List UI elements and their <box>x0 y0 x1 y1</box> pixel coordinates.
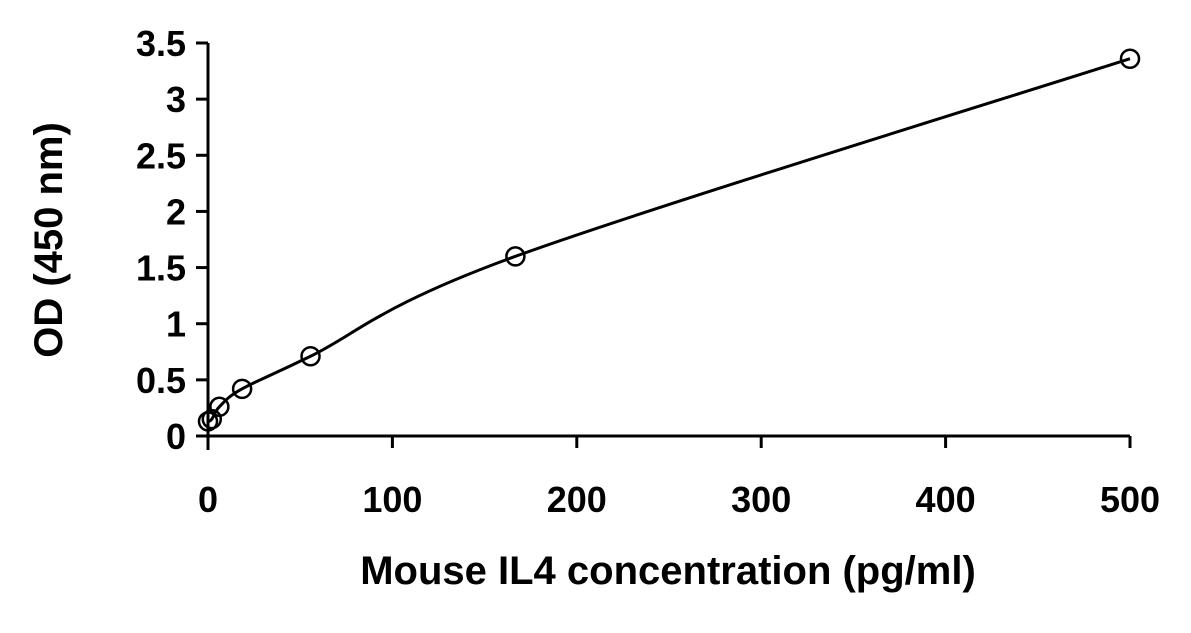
data-point <box>300 346 321 367</box>
x-tick-label: 300 <box>731 479 791 520</box>
y-tick-labels: 0 0.5 1 1.5 2 2.5 3 3.5 <box>136 23 186 457</box>
y-tick-label: 2 <box>166 191 186 232</box>
x-tick-label: 200 <box>547 479 607 520</box>
y-tick-label: 0.5 <box>136 360 186 401</box>
y-axis-label: OD (450 nm) <box>27 122 71 358</box>
x-tick-labels: 0 100 200 300 400 500 <box>198 479 1160 520</box>
data-point <box>197 411 219 432</box>
y-tick-label: 3 <box>166 79 186 120</box>
y-tick-label: 2.5 <box>136 135 186 176</box>
axes <box>196 41 1132 450</box>
y-tick-label: 1.5 <box>136 248 186 289</box>
y-tick-label: 1 <box>166 304 186 345</box>
x-tick-label: 400 <box>916 479 976 520</box>
data-point <box>209 396 230 418</box>
x-tick-label: 100 <box>362 479 422 520</box>
fit-curve <box>207 57 1131 423</box>
y-tick-label: 0 <box>166 416 186 457</box>
data-points <box>197 48 1141 432</box>
y-tick-label: 3.5 <box>136 23 186 64</box>
data-point <box>231 378 253 400</box>
x-tick-label: 0 <box>198 479 218 520</box>
data-point <box>1119 48 1141 69</box>
x-tick-label: 500 <box>1100 479 1160 520</box>
x-axis-label: Mouse IL4 concentration (pg/ml) <box>360 549 976 593</box>
data-point <box>505 246 526 267</box>
